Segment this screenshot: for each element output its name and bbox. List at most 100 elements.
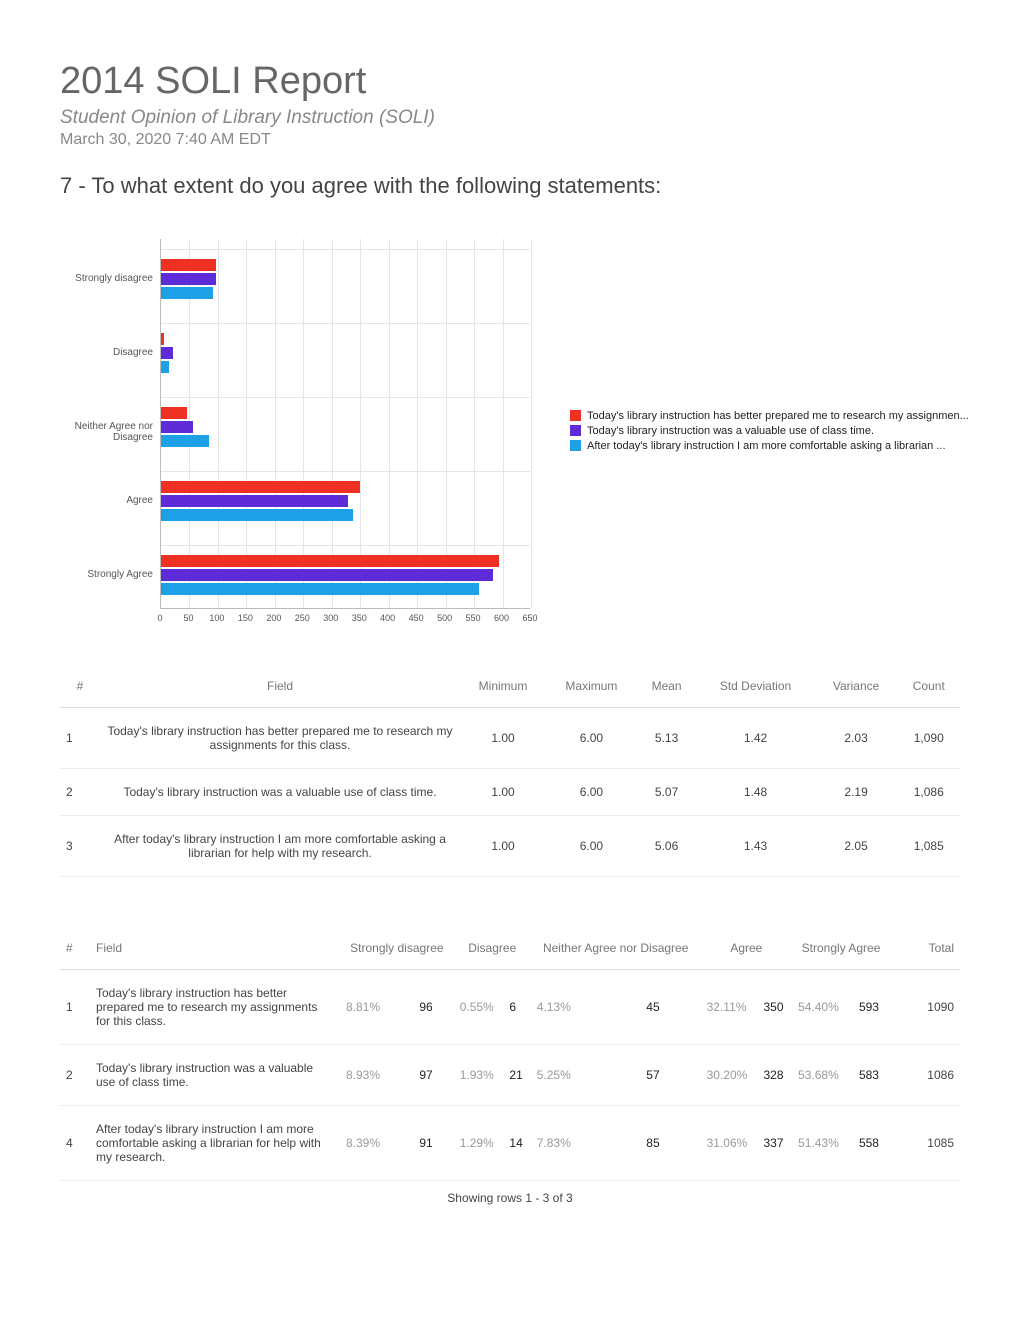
chart-bar [161, 361, 169, 373]
page-subtitle: Student Opinion of Library Instruction (… [60, 107, 960, 129]
table-cell: 2.19 [815, 769, 898, 816]
chart-gridline [360, 239, 361, 608]
legend-swatch [570, 410, 581, 421]
table-header-cell: Agree [701, 927, 792, 970]
table-cell: 1090 [890, 970, 960, 1045]
legend-item: Today's library instruction was a valuab… [570, 425, 969, 437]
table-row: 1Today's library instruction has better … [60, 970, 960, 1045]
table-cell: 583 [853, 1045, 890, 1106]
chart-group-divider [161, 545, 530, 546]
x-tick-label: 550 [466, 613, 481, 623]
x-tick-label: 150 [238, 613, 253, 623]
table-cell: 4.13% [531, 970, 641, 1045]
table-cell: 14 [503, 1106, 530, 1181]
x-tick-label: 450 [409, 613, 424, 623]
chart-bar [161, 569, 493, 581]
table-cell: 1.00 [460, 708, 546, 769]
chart-gridline [332, 239, 333, 608]
x-tick-label: 300 [323, 613, 338, 623]
chart-area: Strongly disagreeDisagreeNeither Agree n… [160, 239, 530, 625]
table-header-cell: Strongly Agree [792, 927, 890, 970]
legend-item: Today's library instruction has better p… [570, 410, 969, 422]
table-row: 2Today's library instruction was a valua… [60, 769, 960, 816]
table-header-cell: Strongly disagree [340, 927, 454, 970]
x-tick-label: 250 [295, 613, 310, 623]
table-cell: 6 [503, 970, 530, 1045]
chart-gridline [417, 239, 418, 608]
x-tick-label: 600 [494, 613, 509, 623]
table-cell: 1,090 [898, 708, 960, 769]
table-cell: 2 [60, 769, 100, 816]
chart-gridline [503, 239, 504, 608]
table-header-cell: # [60, 927, 90, 970]
table-cell: Today's library instruction has better p… [100, 708, 460, 769]
chart-bar [161, 407, 187, 419]
table-cell: 1.00 [460, 769, 546, 816]
chart-container: Strongly disagreeDisagreeNeither Agree n… [70, 239, 960, 625]
x-tick-label: 200 [266, 613, 281, 623]
table-header-cell: Maximum [546, 665, 637, 708]
y-category-label: Strongly disagree [71, 273, 161, 284]
y-category-label: Agree [71, 495, 161, 506]
table-cell: 1086 [890, 1045, 960, 1106]
chart-group-divider [161, 249, 530, 250]
chart-gridline [446, 239, 447, 608]
legend-swatch [570, 425, 581, 436]
table-cell: 32.11% [701, 970, 758, 1045]
chart-gridline [218, 239, 219, 608]
table-header-cell: Neither Agree nor Disagree [531, 927, 701, 970]
chart-bar [161, 583, 479, 595]
x-tick-label: 350 [352, 613, 367, 623]
table-cell: 57 [640, 1045, 700, 1106]
table-cell: 593 [853, 970, 890, 1045]
chart-gridline [303, 239, 304, 608]
table-cell: Today's library instruction was a valuab… [100, 769, 460, 816]
chart-bar [161, 509, 353, 521]
chart-gridline [246, 239, 247, 608]
table-cell: 1 [60, 970, 90, 1045]
table-cell: 54.40% [792, 970, 853, 1045]
table-cell: 3 [60, 816, 100, 877]
chart-bar [161, 287, 213, 299]
table-cell: 31.06% [701, 1106, 758, 1181]
page-title: 2014 SOLI Report [60, 60, 960, 103]
table-cell: After today's library instruction I am m… [100, 816, 460, 877]
table-footer: Showing rows 1 - 3 of 3 [60, 1191, 960, 1205]
legend-label: After today's library instruction I am m… [587, 440, 946, 452]
table-cell: 1,086 [898, 769, 960, 816]
table-cell: 85 [640, 1106, 700, 1181]
table-cell: 1085 [890, 1106, 960, 1181]
table-cell: 1.00 [460, 816, 546, 877]
table-cell: 97 [413, 1045, 453, 1106]
table-header-cell: Field [100, 665, 460, 708]
table-cell: 5.13 [637, 708, 697, 769]
table-cell: 6.00 [546, 769, 637, 816]
table-cell: 53.68% [792, 1045, 853, 1106]
table-cell: 96 [413, 970, 453, 1045]
chart-gridline [275, 239, 276, 608]
table-cell: 6.00 [546, 816, 637, 877]
chart-gridline [474, 239, 475, 608]
table-row: 1Today's library instruction has better … [60, 708, 960, 769]
frequency-table: #FieldStrongly disagreeDisagreeNeither A… [60, 927, 960, 1181]
x-tick-label: 650 [522, 613, 537, 623]
table-cell: 8.93% [340, 1045, 413, 1106]
table-cell: 5.07 [637, 769, 697, 816]
chart-bar [161, 421, 193, 433]
table-row: 3After today's library instruction I am … [60, 816, 960, 877]
table-header-cell: Disagree [454, 927, 531, 970]
table-cell: 5.25% [531, 1045, 641, 1106]
table-cell: 6.00 [546, 708, 637, 769]
chart-legend: Today's library instruction has better p… [570, 410, 969, 455]
table-cell: 1.93% [454, 1045, 504, 1106]
table-header-cell: Field [90, 927, 340, 970]
table-header-cell: # [60, 665, 100, 708]
chart-bar [161, 273, 216, 285]
chart-group-divider [161, 397, 530, 398]
legend-label: Today's library instruction has better p… [587, 410, 969, 422]
table-cell: 558 [853, 1106, 890, 1181]
chart-x-axis: 050100150200250300350400450500550600650 [160, 609, 530, 625]
chart-bar [161, 259, 216, 271]
table-header-row: #FieldMinimumMaximumMeanStd DeviationVar… [60, 665, 960, 708]
chart-plot: Strongly disagreeDisagreeNeither Agree n… [160, 239, 530, 609]
